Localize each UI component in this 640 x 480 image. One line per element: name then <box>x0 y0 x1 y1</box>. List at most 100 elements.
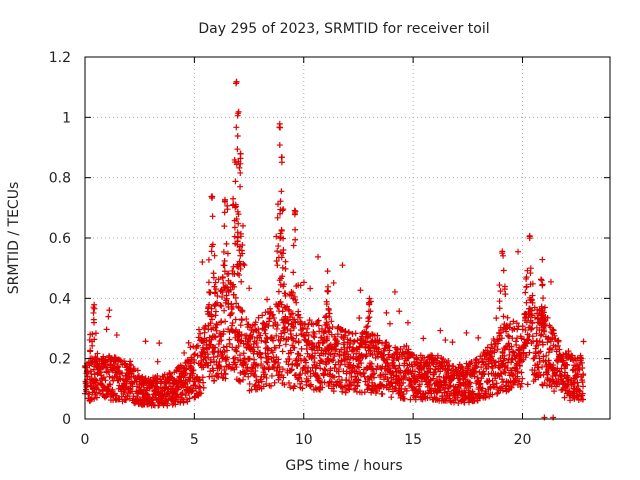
data-point <box>524 381 531 388</box>
data-point <box>507 378 514 385</box>
data-point <box>275 243 282 250</box>
data-point <box>223 354 230 361</box>
data-point <box>234 234 241 241</box>
data-point <box>284 326 291 333</box>
data-point <box>133 378 140 385</box>
data-point <box>501 283 508 290</box>
data-point <box>346 377 353 384</box>
data-point <box>301 356 308 363</box>
data-point <box>258 378 265 385</box>
data-point <box>357 287 364 294</box>
data-point <box>494 346 501 353</box>
data-point <box>270 315 277 322</box>
data-point <box>207 320 214 327</box>
data-point <box>369 352 376 359</box>
data-point <box>172 401 179 408</box>
data-point <box>475 334 482 341</box>
data-point <box>356 364 362 371</box>
data-point <box>526 349 533 356</box>
data-point <box>331 374 338 381</box>
data-point <box>322 322 329 329</box>
data-point <box>212 290 219 297</box>
data-point <box>532 352 539 359</box>
data-point <box>307 285 314 292</box>
data-point <box>252 367 259 374</box>
data-point <box>505 340 512 347</box>
data-point <box>348 382 355 389</box>
data-point <box>545 349 552 356</box>
data-point <box>350 339 357 346</box>
data-point <box>542 317 549 324</box>
data-point <box>279 366 286 373</box>
data-point <box>286 356 293 363</box>
data-point <box>191 351 198 358</box>
data-point <box>273 258 280 265</box>
data-point <box>322 314 329 321</box>
data-point <box>262 330 269 337</box>
data-point <box>198 390 205 397</box>
data-point <box>251 348 258 355</box>
data-point <box>493 315 500 322</box>
data-point <box>323 301 330 308</box>
data-point <box>212 334 219 341</box>
data-point <box>542 358 549 365</box>
data-point <box>254 344 261 351</box>
data-point <box>513 320 520 327</box>
data-point <box>539 256 546 263</box>
data-point <box>217 302 224 309</box>
data-point <box>291 383 298 390</box>
data-point <box>390 362 397 369</box>
data-point <box>551 388 558 395</box>
data-point <box>235 110 242 117</box>
data-point <box>246 355 253 362</box>
data-point <box>366 314 373 321</box>
data-point <box>472 368 479 375</box>
data-point <box>105 369 112 376</box>
y-axis-label: SRMTID / TECUs <box>6 182 22 295</box>
data-point <box>270 337 277 344</box>
data-point <box>237 169 244 176</box>
data-point <box>221 268 228 275</box>
data-point <box>571 395 578 402</box>
data-point <box>105 313 112 320</box>
y-tick-label: 0.2 <box>49 352 71 368</box>
data-point <box>213 373 220 380</box>
data-point <box>528 326 535 333</box>
data-point <box>354 370 361 377</box>
data-point <box>297 352 304 359</box>
data-point <box>467 383 474 390</box>
data-point <box>548 346 555 353</box>
data-point <box>242 361 249 368</box>
data-point <box>273 367 280 374</box>
data-point <box>233 124 240 131</box>
data-point <box>230 291 237 298</box>
data-point <box>231 283 238 290</box>
data-point <box>289 310 296 317</box>
data-point <box>258 337 265 344</box>
data-point <box>363 352 370 359</box>
data-point <box>518 369 525 376</box>
data-point <box>517 383 524 390</box>
data-point <box>269 349 276 356</box>
y-tick-label: 0 <box>62 412 71 428</box>
data-point <box>288 367 295 374</box>
data-point <box>510 371 517 378</box>
data-point <box>327 365 334 372</box>
data-point <box>320 371 327 378</box>
data-point <box>538 276 545 283</box>
data-point <box>104 391 111 398</box>
data-point <box>492 359 499 366</box>
data-point <box>321 366 328 373</box>
data-point <box>234 146 241 153</box>
data-point <box>496 298 503 305</box>
data-point <box>525 336 532 343</box>
data-point <box>501 321 508 328</box>
data-point <box>362 334 369 341</box>
data-point <box>314 318 321 325</box>
data-point <box>306 382 313 389</box>
data-point <box>504 332 511 339</box>
data-point <box>369 371 376 378</box>
data-point <box>239 308 246 315</box>
data-point <box>442 381 449 388</box>
data-point <box>236 258 243 265</box>
